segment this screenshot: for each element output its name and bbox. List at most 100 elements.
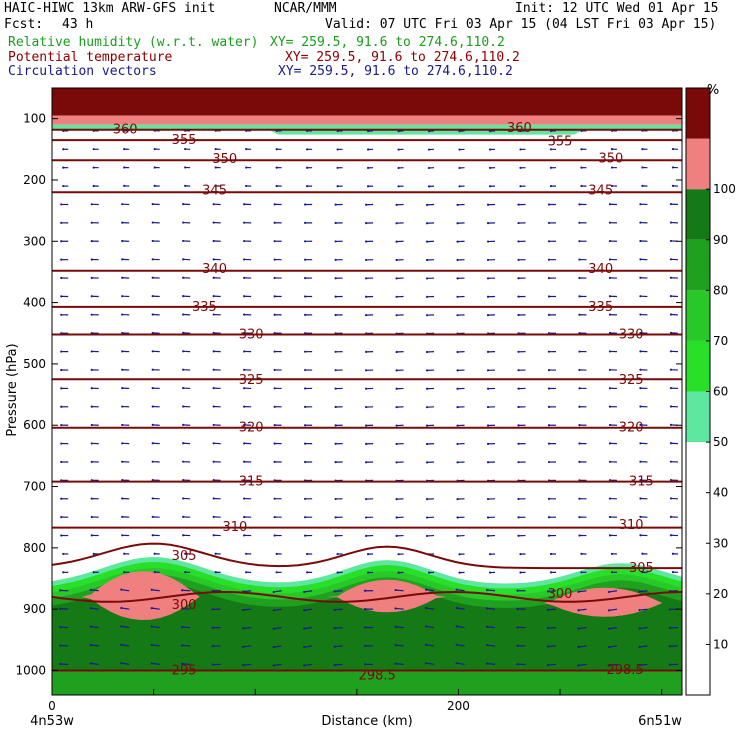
wind-vector xyxy=(334,626,343,629)
wind-vector-head xyxy=(516,663,519,666)
wind-vector-head xyxy=(607,590,611,594)
wind-vector-head xyxy=(578,295,581,298)
wind-vector-head xyxy=(334,277,337,280)
rh-band-top-pink xyxy=(52,115,682,125)
wind-vector-head xyxy=(425,588,428,591)
wind-vector-head xyxy=(275,166,278,169)
y-axis-title: Pressure (hPa) xyxy=(5,343,20,436)
wind-vector-head xyxy=(153,166,156,169)
wind-vector-head xyxy=(395,387,398,390)
wind-vector xyxy=(487,644,496,647)
wind-vector-head xyxy=(427,166,431,170)
wind-vector-head xyxy=(121,350,124,353)
wind-vector-head xyxy=(639,350,642,353)
axes: 100 200 300 400 500 600 700 800 900 1000 0 200 xyxy=(15,112,682,713)
wind-vector-head xyxy=(458,571,461,574)
wind-vector-head xyxy=(638,645,641,648)
wind-vector-head xyxy=(150,588,153,591)
wind-vector-head xyxy=(306,571,309,574)
wind-vector-head xyxy=(273,221,276,224)
wind-vector-head xyxy=(608,515,612,519)
wind-vector-head xyxy=(425,369,429,372)
wind-vector-head xyxy=(306,552,309,556)
wind-vector-head xyxy=(610,148,614,151)
wind-vector-head xyxy=(365,203,368,206)
theta-contour-labels: 360 360 355 355 350 350 345 345 340 340 335 335 330 3… xyxy=(113,121,654,684)
wind-vector-head xyxy=(671,571,675,574)
wind-vector-head xyxy=(425,277,429,280)
wind-vector-head xyxy=(182,203,185,206)
wind-vector xyxy=(578,608,587,611)
wind-vector-head xyxy=(456,424,459,427)
wind-vector xyxy=(243,645,252,648)
wind-vector-head xyxy=(90,387,93,390)
wind-vector-head xyxy=(150,643,153,647)
wind-vector-head xyxy=(456,203,459,206)
wind-vector-head xyxy=(394,588,397,592)
wind-vector-head xyxy=(547,350,551,353)
wind-vector-head xyxy=(62,552,65,556)
isentrope-label: 310 xyxy=(619,518,644,533)
wind-vector-head xyxy=(212,221,215,224)
wind-vector-head xyxy=(486,534,490,537)
isentrope-label: 310 xyxy=(222,520,247,535)
wind-vector-head xyxy=(212,203,215,206)
wind-vector-head xyxy=(455,606,458,610)
vector-xsection-coords: XY= 259.5, 91.6 to 274.6,110.2 xyxy=(278,64,513,79)
wind-vector-head xyxy=(182,221,185,224)
wind-vector-head xyxy=(182,497,185,500)
wind-vector-head xyxy=(517,313,520,317)
wind-vector-head xyxy=(304,387,307,390)
wind-vector-head xyxy=(121,515,124,519)
wind-vector xyxy=(608,645,618,648)
wind-vector-head xyxy=(669,203,673,206)
wind-vector-head xyxy=(363,608,367,611)
wind-vector-head xyxy=(668,608,672,611)
wind-vector-head xyxy=(486,350,490,354)
isentrope-label: 325 xyxy=(619,373,644,388)
wind-vector-head xyxy=(333,590,336,593)
wind-vector-head xyxy=(425,534,429,538)
wind-vector xyxy=(487,662,496,665)
wind-vector-head xyxy=(214,552,217,555)
wind-vector-head xyxy=(456,498,459,501)
wind-vector-head xyxy=(608,460,612,463)
wind-vector xyxy=(151,625,160,629)
org-label: NCAR/MMM xyxy=(274,1,337,16)
wind-vector-head xyxy=(182,258,185,261)
wind-vector-head xyxy=(395,350,398,354)
wind-vector xyxy=(395,663,404,665)
wind-vector-head xyxy=(365,295,368,298)
wind-vector-head xyxy=(121,387,124,390)
wind-vector xyxy=(243,590,252,593)
wind-vector-head xyxy=(242,664,245,667)
wind-vector-head xyxy=(273,534,276,537)
wind-vector-head xyxy=(182,423,185,426)
wind-vector-head xyxy=(488,185,492,188)
wind-vector-head xyxy=(547,368,551,372)
wind-vector-head xyxy=(458,166,461,170)
wind-vector-head xyxy=(365,277,368,280)
wind-vector-head xyxy=(212,460,215,463)
wind-vector-head xyxy=(243,442,246,445)
wind-vector-head xyxy=(59,644,62,647)
wind-vector-head xyxy=(243,368,246,371)
wind-vector-head xyxy=(578,442,581,445)
wind-vector-head xyxy=(669,534,673,537)
wind-vector-head xyxy=(245,184,248,188)
wind-vector-head xyxy=(243,203,246,206)
wind-vector-head xyxy=(365,461,368,464)
wind-vector xyxy=(395,607,404,610)
wind-vector-head xyxy=(120,588,123,591)
wind-vector-head xyxy=(150,607,153,610)
wind-vector-head xyxy=(60,295,63,298)
colorbar-tick-label: 90 xyxy=(713,233,728,247)
isentrope-label: 360 xyxy=(507,121,532,136)
wind-vector-head xyxy=(306,148,309,151)
wind-vector-head xyxy=(120,606,123,610)
wind-vector-head xyxy=(182,368,185,371)
wind-vector-head xyxy=(486,369,490,372)
wind-vector-head xyxy=(336,148,339,151)
wind-vector-head xyxy=(212,239,215,243)
wind-vector-head xyxy=(397,185,400,188)
